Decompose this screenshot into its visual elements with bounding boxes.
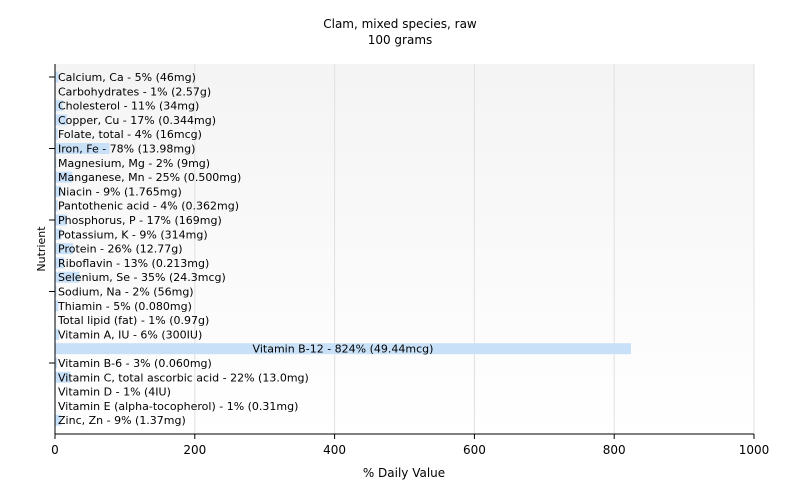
bar-label: Cholesterol - 11% (34mg) [58, 100, 199, 113]
bar-label: Niacin - 9% (1.765mg) [58, 185, 182, 198]
bar-label: Vitamin B-12 - 824% (49.44mcg) [253, 343, 434, 356]
bar-label: Carbohydrates - 1% (2.57g) [58, 85, 211, 98]
bar-label: Riboflavin - 13% (0.213mg) [58, 257, 209, 270]
x-tick-label: 200 [183, 443, 206, 457]
bar [55, 300, 59, 312]
bar [55, 228, 62, 240]
bar [55, 100, 63, 112]
bar [55, 357, 58, 369]
bar [55, 171, 73, 183]
bar [55, 200, 58, 212]
bar [55, 185, 62, 197]
bar [55, 257, 65, 269]
axes [49, 64, 755, 439]
bar-labels-group: Calcium, Ca - 5% (46mg)Carbohydrates - 1… [57, 71, 433, 427]
bar-label: Zinc, Zn - 9% (1.37mg) [58, 414, 186, 427]
bar [55, 286, 57, 297]
bar-label: Vitamin C, total ascorbic acid - 22% (13… [58, 371, 309, 384]
bar-label: Selenium, Se - 35% (24.3mcg) [58, 271, 226, 284]
bar-label: Calcium, Ca - 5% (46mg) [58, 71, 196, 84]
bar [55, 114, 67, 126]
bar [55, 71, 59, 83]
x-axis-title: % Daily Value [363, 466, 445, 480]
bar-label: Sodium, Na - 2% (56mg) [58, 286, 194, 299]
bar [55, 328, 60, 340]
bar [55, 143, 110, 154]
chart-subtitle: 100 grams [368, 33, 433, 47]
bar-label: Potassium, K - 9% (314mg) [58, 228, 208, 241]
bar-label: Phosphorus, P - 17% (169mg) [58, 214, 222, 227]
bar-label: Vitamin E (alpha-tocopherol) - 1% (0.31m… [58, 400, 298, 413]
x-tick-label: 1000 [739, 443, 770, 457]
x-tick-label: 400 [323, 443, 346, 457]
bar-label: Vitamin D - 1% (4IU) [58, 386, 171, 399]
bar [55, 128, 58, 140]
x-tick-label: 600 [463, 443, 486, 457]
bar [55, 343, 631, 355]
bar-label: Folate, total - 4% (16mcg) [58, 128, 202, 141]
bar [55, 157, 57, 169]
bar [55, 243, 74, 255]
plot-area [55, 64, 754, 434]
grid-lines [194, 64, 755, 434]
bar [55, 214, 67, 226]
bar-label: Total lipid (fat) - 1% (0.97g) [57, 314, 209, 327]
bar-label: Pantothenic acid - 4% (0.362mg) [58, 200, 239, 213]
bar-label: Vitamin B-6 - 3% (0.060mg) [58, 357, 212, 370]
bar-label: Protein - 26% (12.77g) [58, 243, 183, 256]
x-tick-labels: 0 200 400 600 800 1000 [51, 443, 769, 457]
bar [55, 271, 80, 283]
bar [55, 414, 62, 426]
x-tick-label: 0 [51, 443, 59, 457]
bar-label: Iron, Fe - 78% (13.98mg) [58, 143, 195, 156]
bar-label: Thiamin - 5% (0.080mg) [57, 300, 192, 313]
x-tick-label: 800 [603, 443, 626, 457]
bar-label: Manganese, Mn - 25% (0.500mg) [58, 171, 241, 184]
bar-label: Copper, Cu - 17% (0.344mg) [58, 114, 216, 127]
y-axis-title: Nutrient [35, 226, 48, 272]
bar-label: Magnesium, Mg - 2% (9mg) [58, 157, 210, 170]
bar [55, 371, 71, 383]
bar-label: Vitamin A, IU - 6% (300IU) [58, 328, 202, 341]
chart-title: Clam, mixed species, raw [323, 17, 477, 31]
